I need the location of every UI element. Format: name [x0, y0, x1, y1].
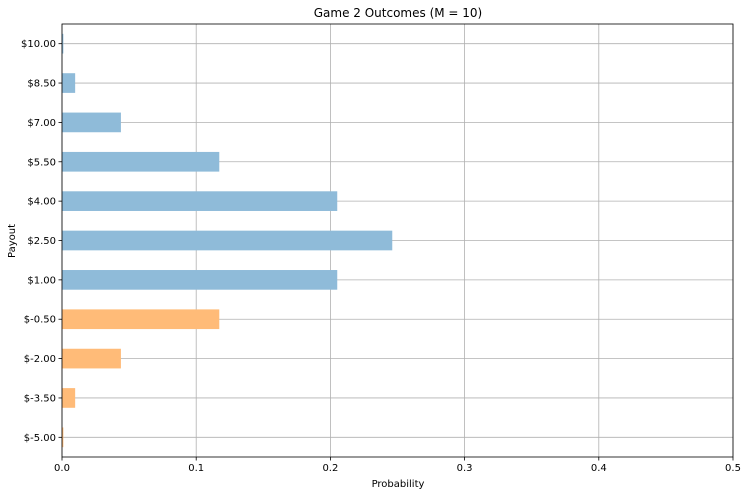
y-tick-labels: $-5.00 $-3.50 $-2.00 $-0.50 $1.00 $2.50 $4.00 $…	[21, 39, 56, 444]
y-tick-label: $8.50	[27, 79, 56, 90]
bar	[62, 112, 121, 133]
x-tick-label: 0.2	[322, 463, 338, 474]
y-tick-label: $10.00	[21, 39, 56, 50]
bar	[62, 33, 64, 54]
y-tick-label: $4.00	[27, 197, 56, 208]
x-tick-label: 0.0	[54, 463, 70, 474]
bar	[62, 309, 220, 330]
axes	[58, 23, 734, 461]
bar	[62, 270, 338, 290]
x-tick-labels: 0.0 0.1 0.2 0.3 0.4 0.5	[54, 463, 741, 474]
bar	[62, 191, 338, 211]
y-tick-label: $7.00	[27, 118, 56, 129]
y-tick-label: $-0.50	[24, 315, 56, 326]
bar	[62, 388, 76, 408]
x-tick-label: 0.4	[591, 463, 607, 474]
chart-title: Game 2 Outcomes (M = 10)	[314, 6, 483, 20]
y-tick-label: $1.00	[27, 275, 56, 286]
x-axis-label: Probability	[372, 479, 425, 490]
bar	[62, 73, 76, 93]
bar	[62, 427, 64, 448]
y-tick-label: $2.50	[27, 236, 56, 247]
y-axis-label: Payout	[7, 224, 18, 258]
y-tick-label: $-3.50	[24, 393, 56, 404]
y-tick-label: $5.50	[27, 157, 56, 168]
bars	[62, 33, 393, 448]
x-tick-label: 0.1	[188, 463, 204, 474]
bar	[62, 151, 220, 172]
x-tick-label: 0.3	[457, 463, 473, 474]
x-tick-label: 0.5	[725, 463, 741, 474]
bar	[62, 230, 393, 251]
bar	[62, 348, 121, 369]
y-tick-label: $-2.00	[24, 354, 56, 365]
y-tick-label: $-5.00	[24, 433, 56, 444]
